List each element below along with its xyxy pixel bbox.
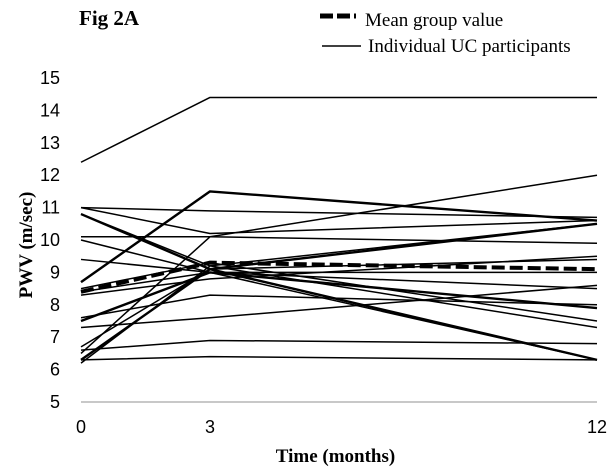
individual-participant-line xyxy=(80,223,598,364)
individual-participant-line xyxy=(80,355,598,361)
figure-label: Fig 2A xyxy=(79,6,140,30)
y-tick-label: 5 xyxy=(50,392,60,412)
individual-participant-line xyxy=(80,174,598,354)
legend-dashed-swatch xyxy=(320,13,356,19)
y-tick-label: 13 xyxy=(40,133,60,153)
y-tick-label: 6 xyxy=(50,360,60,380)
legend-label-individual: Individual UC participants xyxy=(368,36,571,57)
y-tick-label: 14 xyxy=(40,100,60,120)
individual-participant-line xyxy=(80,255,598,296)
legend-label-mean: Mean group value xyxy=(365,10,504,31)
individual-participant-line xyxy=(80,96,597,163)
y-tick-label: 10 xyxy=(40,230,60,250)
y-tick-label: 15 xyxy=(40,68,60,88)
individual-participant-line xyxy=(80,206,598,235)
individual-participant-line xyxy=(80,339,598,351)
y-tick-label: 9 xyxy=(50,262,60,282)
y-tick-label: 7 xyxy=(50,327,60,347)
x-tick-label: 3 xyxy=(205,417,215,437)
x-tick-label: 0 xyxy=(76,417,86,437)
individual-participant-line xyxy=(80,190,598,284)
mean-group-line xyxy=(80,260,598,294)
x-axis-title: Time (months) xyxy=(275,446,396,467)
individual-participant-line xyxy=(81,236,598,244)
y-tick-label: 8 xyxy=(50,295,60,315)
series-lines xyxy=(80,96,598,364)
x-axis-ticks: 0 3 12 xyxy=(76,417,607,437)
individual-participant-line xyxy=(80,206,598,219)
individual-participant-line xyxy=(80,294,598,319)
y-axis-ticks: 5 6 7 8 9 10 11 12 13 14 15 xyxy=(40,68,60,412)
y-tick-label: 11 xyxy=(41,198,60,218)
individual-participant-line xyxy=(80,222,598,361)
x-tick-label: 12 xyxy=(587,417,607,437)
individual-participant-line xyxy=(80,284,598,329)
y-tick-label: 12 xyxy=(40,165,60,185)
legend-solid-swatch xyxy=(322,45,361,47)
y-axis-title: PWV (m/sec) xyxy=(16,191,37,299)
